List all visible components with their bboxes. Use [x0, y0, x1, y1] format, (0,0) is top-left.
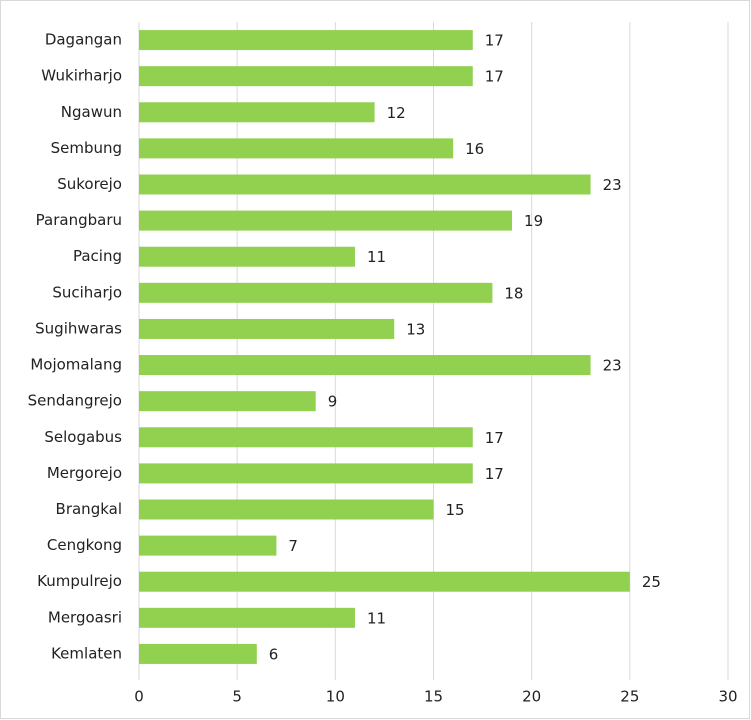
bar [139, 355, 591, 376]
y-tick-label: Sendangrejo [28, 392, 122, 410]
y-tick-label: Pacing [73, 247, 122, 265]
x-tick-label: 5 [232, 688, 242, 706]
y-tick-label: Dagangan [45, 31, 122, 49]
y-tick-label: Ngawun [61, 103, 122, 121]
data-label: 17 [485, 32, 504, 50]
y-tick-label: Sembung [51, 139, 122, 157]
bar [139, 102, 375, 123]
x-tick-label: 20 [522, 688, 541, 706]
bar [139, 66, 473, 87]
bar [139, 210, 513, 231]
y-tick-label: Kemlaten [51, 644, 122, 662]
bar [139, 391, 316, 412]
bar [139, 463, 473, 484]
bar [139, 571, 630, 592]
data-label: 23 [603, 357, 622, 375]
bar [139, 282, 493, 303]
bar [139, 318, 395, 339]
data-label: 13 [406, 320, 425, 338]
x-tick-label: 0 [134, 688, 144, 706]
data-label: 18 [504, 284, 523, 302]
bar [139, 535, 277, 556]
y-tick-label: Cengkong [47, 536, 122, 554]
data-label: 6 [269, 645, 279, 663]
data-label: 12 [387, 104, 406, 122]
bar [139, 30, 473, 51]
y-tick-label: Mergorejo [47, 464, 122, 482]
y-tick-label: Parangbaru [36, 211, 122, 229]
data-label: 11 [367, 248, 386, 266]
data-label: 19 [524, 212, 543, 230]
y-tick-label: Kumpulrejo [37, 572, 122, 590]
data-label: 7 [288, 537, 298, 555]
bar [139, 643, 257, 664]
bar [139, 246, 355, 267]
x-tick-label: 30 [718, 688, 737, 706]
data-label: 17 [485, 68, 504, 86]
data-label: 15 [446, 501, 465, 519]
y-tick-label: Sukorejo [57, 175, 122, 193]
bar [139, 174, 591, 195]
bar [139, 427, 473, 448]
data-label: 23 [603, 176, 622, 194]
y-tick-label: Wukirharjo [41, 67, 122, 85]
x-tick-label: 15 [424, 688, 443, 706]
bar [139, 138, 454, 159]
data-label: 9 [328, 393, 338, 411]
x-tick-label: 25 [620, 688, 639, 706]
y-tick-label: Suciharjo [52, 283, 122, 301]
data-label: 17 [485, 429, 504, 447]
y-tick-label: Sugihwaras [35, 319, 122, 337]
data-label: 25 [642, 573, 661, 591]
y-tick-label: Mojomalang [30, 356, 122, 374]
y-tick-label: Mergoasri [48, 608, 122, 626]
data-label: 11 [367, 609, 386, 627]
data-label: 17 [485, 465, 504, 483]
data-label: 16 [465, 140, 484, 158]
y-tick-label: Selogabus [44, 428, 122, 446]
y-tick-label: Brangkal [56, 500, 122, 518]
bar [139, 499, 434, 520]
bar [139, 607, 355, 628]
x-tick-label: 10 [326, 688, 345, 706]
